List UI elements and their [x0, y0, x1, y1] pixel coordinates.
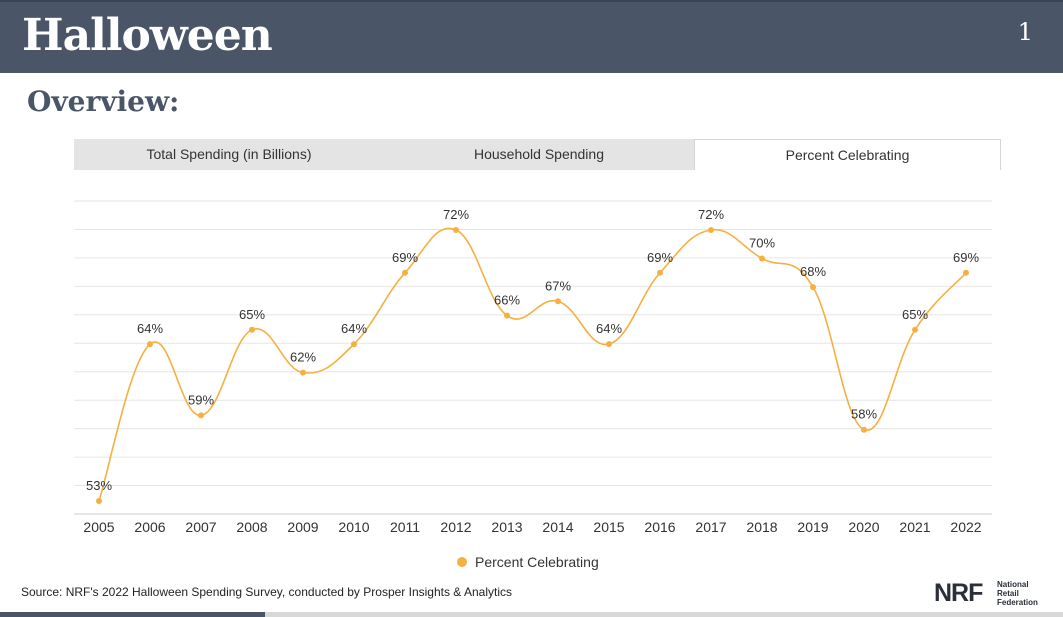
data-label-2016: 69% — [647, 250, 673, 265]
nrf-logo: NRF National Retail Federation — [934, 578, 1044, 608]
bottom-rule-accent — [0, 612, 265, 617]
data-point-2022 — [963, 269, 969, 276]
data-label-2013: 66% — [494, 293, 520, 308]
data-label-2017: 72% — [698, 207, 724, 222]
x-tick-label-2010: 2010 — [338, 519, 369, 535]
data-label-2022: 69% — [953, 250, 979, 265]
x-tick-label-2021: 2021 — [899, 519, 930, 535]
data-point-2013 — [504, 312, 510, 319]
x-tick-label-2018: 2018 — [746, 519, 777, 535]
x-tick-label-2011: 2011 — [390, 519, 420, 535]
x-tick-label-2019: 2019 — [797, 519, 828, 535]
data-label-2011: 69% — [392, 250, 418, 265]
section-subtitle: Overview: — [27, 85, 180, 118]
header-bar: Halloween 1 — [0, 0, 1063, 73]
tab-total-spending[interactable]: Total Spending (in Billions) — [74, 139, 384, 170]
logo-mark: NRF — [934, 579, 983, 607]
data-label-2007: 59% — [188, 392, 214, 407]
logo-line-1: National — [997, 580, 1029, 589]
x-tick-label-2007: 2007 — [185, 519, 216, 535]
legend-label: Percent Celebrating — [475, 554, 599, 570]
data-point-2015 — [606, 341, 612, 348]
source-note: Source: NRF's 2022 Halloween Spending Su… — [21, 585, 512, 599]
data-point-2010 — [351, 341, 357, 348]
data-point-2016 — [657, 269, 663, 276]
x-tick-label-2022: 2022 — [950, 519, 981, 535]
logo-words: National Retail Federation — [997, 580, 1038, 607]
data-point-2006 — [147, 341, 153, 348]
data-label-2021: 65% — [902, 307, 928, 322]
data-point-2017 — [708, 227, 714, 233]
data-point-2021 — [912, 326, 918, 333]
tab-percent-celebrating[interactable]: Percent Celebrating — [694, 139, 1001, 170]
legend-swatch — [457, 557, 467, 567]
page-number: 1 — [1017, 18, 1033, 46]
data-point-2011 — [402, 269, 408, 276]
data-point-2005 — [96, 498, 102, 504]
data-point-2009 — [300, 369, 306, 376]
data-label-2005: 53% — [86, 478, 112, 493]
data-label-2009: 62% — [290, 350, 316, 365]
page-title: Halloween — [22, 10, 273, 61]
bottom-rule — [0, 612, 1063, 617]
data-label-2020: 58% — [851, 407, 877, 422]
x-tick-label-2020: 2020 — [848, 519, 879, 535]
series-line-percent-celebrating — [98, 227, 967, 502]
x-tick-label-2016: 2016 — [644, 519, 675, 535]
logo-line-2: Retail — [997, 589, 1019, 598]
x-tick-label-2013: 2013 — [491, 519, 522, 535]
tab-household-spending[interactable]: Household Spending — [384, 139, 694, 170]
data-point-2019 — [810, 284, 816, 291]
logo-line-3: Federation — [997, 598, 1038, 607]
data-label-2010: 64% — [341, 321, 367, 336]
data-point-2007 — [198, 412, 204, 419]
x-tick-label-2014: 2014 — [542, 519, 573, 535]
x-tick-label-2008: 2008 — [236, 519, 267, 535]
x-tick-label-2015: 2015 — [593, 519, 624, 535]
data-label-2014: 67% — [545, 278, 571, 293]
chart-tabs: Total Spending (in Billions) Household S… — [74, 139, 1001, 170]
data-point-2014 — [555, 298, 561, 305]
data-point-2018 — [759, 255, 765, 262]
data-label-2006: 64% — [137, 321, 163, 336]
x-tick-label-2017: 2017 — [695, 519, 726, 535]
data-point-2012 — [453, 227, 459, 233]
x-tick-label-2005: 2005 — [83, 519, 114, 535]
data-label-2018: 70% — [749, 236, 775, 251]
data-point-2020 — [861, 426, 867, 433]
data-label-2019: 68% — [800, 264, 826, 279]
x-tick-label-2012: 2012 — [440, 519, 471, 535]
data-label-2012: 72% — [443, 207, 469, 222]
x-tick-label-2009: 2009 — [287, 519, 318, 535]
data-label-2008: 65% — [239, 307, 265, 322]
data-point-2008 — [249, 326, 255, 333]
x-tick-label-2006: 2006 — [134, 519, 165, 535]
data-label-2015: 64% — [596, 321, 622, 336]
